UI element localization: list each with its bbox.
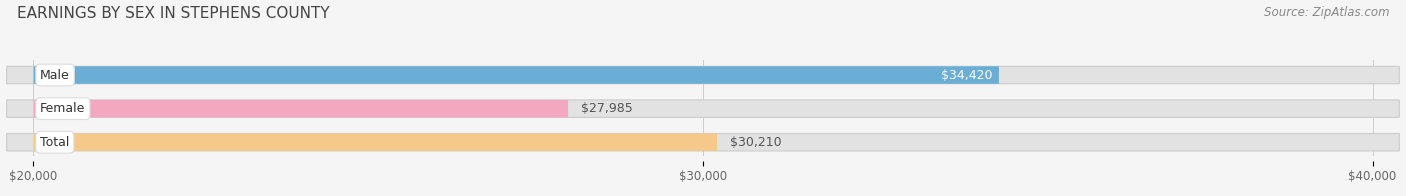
FancyBboxPatch shape: [34, 100, 568, 117]
FancyBboxPatch shape: [34, 66, 998, 84]
Text: Female: Female: [41, 102, 86, 115]
FancyBboxPatch shape: [7, 66, 1399, 84]
Text: Total: Total: [41, 136, 69, 149]
Text: $27,985: $27,985: [582, 102, 633, 115]
Text: EARNINGS BY SEX IN STEPHENS COUNTY: EARNINGS BY SEX IN STEPHENS COUNTY: [17, 6, 329, 21]
FancyBboxPatch shape: [34, 133, 717, 151]
Text: Male: Male: [41, 69, 70, 82]
FancyBboxPatch shape: [7, 133, 1399, 151]
FancyBboxPatch shape: [7, 100, 1399, 117]
Text: $30,210: $30,210: [731, 136, 782, 149]
Text: Source: ZipAtlas.com: Source: ZipAtlas.com: [1264, 6, 1389, 19]
Text: $34,420: $34,420: [941, 69, 993, 82]
